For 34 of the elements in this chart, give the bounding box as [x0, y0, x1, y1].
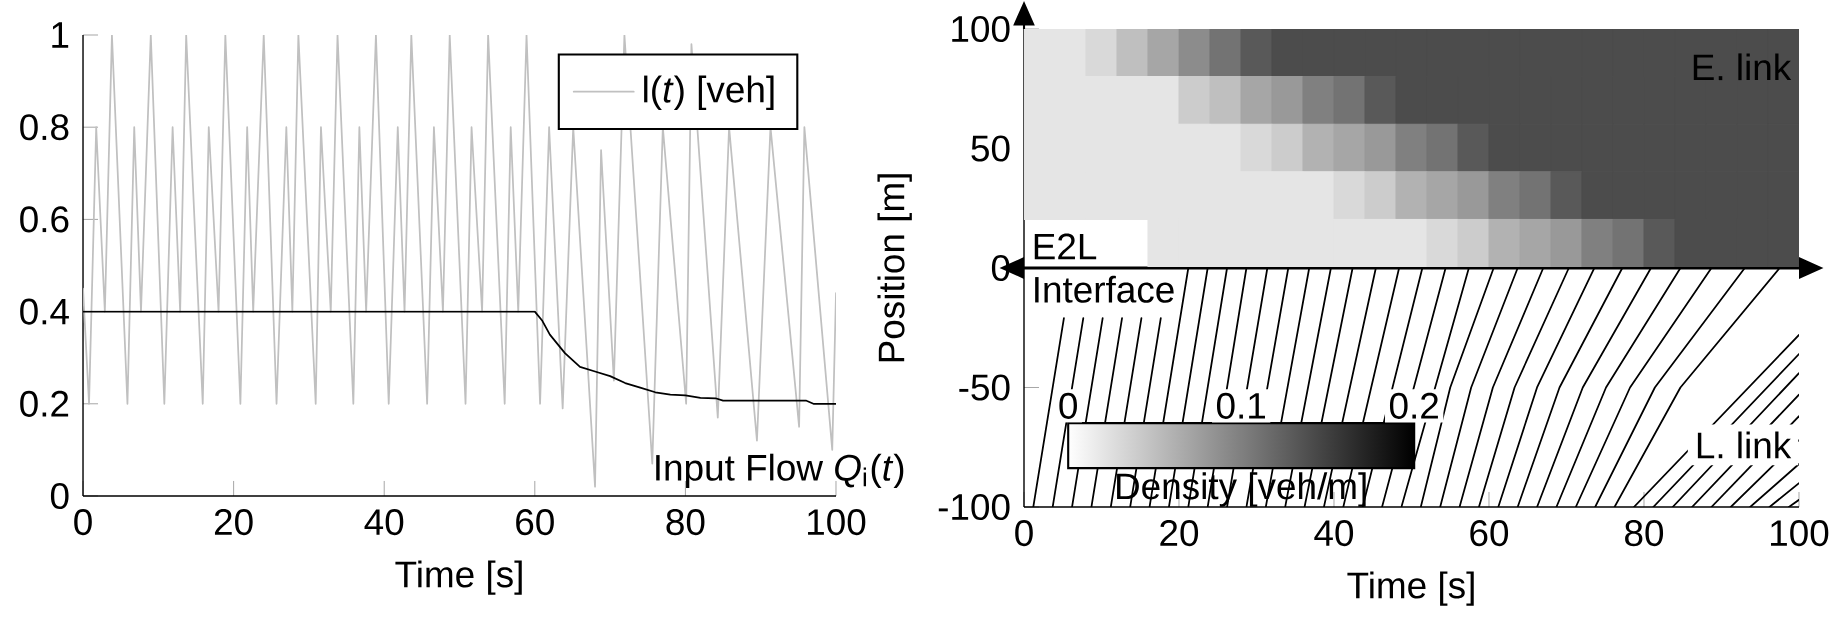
annotation: Interface	[1035, 275, 1174, 303]
annotation: L. link	[1697, 431, 1792, 459]
color-bar-label: 0.1	[1216, 392, 1265, 419]
y-tick-label: -100	[938, 493, 1010, 521]
x-tick-label: 60	[516, 509, 554, 536]
annotation: E. link	[1693, 53, 1792, 81]
x-tick-label: 0	[74, 509, 92, 536]
y-tick-label: 0.4	[20, 298, 69, 325]
annotation: E2L	[1034, 233, 1097, 260]
legend-label: l(t) [veh]	[644, 75, 774, 110]
color-bar-label: 0.2	[1389, 392, 1438, 419]
y-tick-label: 100	[952, 15, 1010, 43]
x-tick-label: 80	[666, 509, 705, 536]
y-tick-label: 0.6	[20, 206, 69, 233]
x-tick-label: 0	[1015, 520, 1033, 547]
x-tick-label: 100	[1771, 520, 1829, 547]
y-tick-label: 0	[50, 482, 69, 510]
x-tick-label: 60	[1470, 520, 1509, 547]
y-tick-label: 0.2	[20, 390, 69, 417]
x-tick-label: 100	[808, 509, 866, 536]
x-tick-label: 40	[364, 509, 404, 536]
x-tick-label: 20	[1160, 520, 1199, 547]
y-tick-label: 0.8	[20, 114, 69, 141]
y-tick-label: 1	[52, 22, 69, 48]
annotation: Input Flow Q$_{i}$(t)	[656, 453, 904, 489]
y-axis-title: Position [m]	[877, 174, 912, 362]
y-tick-label: 50	[971, 135, 1010, 162]
x-tick-label: 40	[1314, 520, 1354, 547]
x-axis-title: Time [s]	[395, 560, 522, 595]
x-axis-title: Time [s]	[1347, 571, 1474, 606]
y-tick-label: -50	[959, 374, 1010, 401]
color-bar-label: 0	[1059, 392, 1077, 419]
x-tick-label: 20	[214, 509, 253, 536]
x-tick-label: 80	[1625, 520, 1664, 547]
